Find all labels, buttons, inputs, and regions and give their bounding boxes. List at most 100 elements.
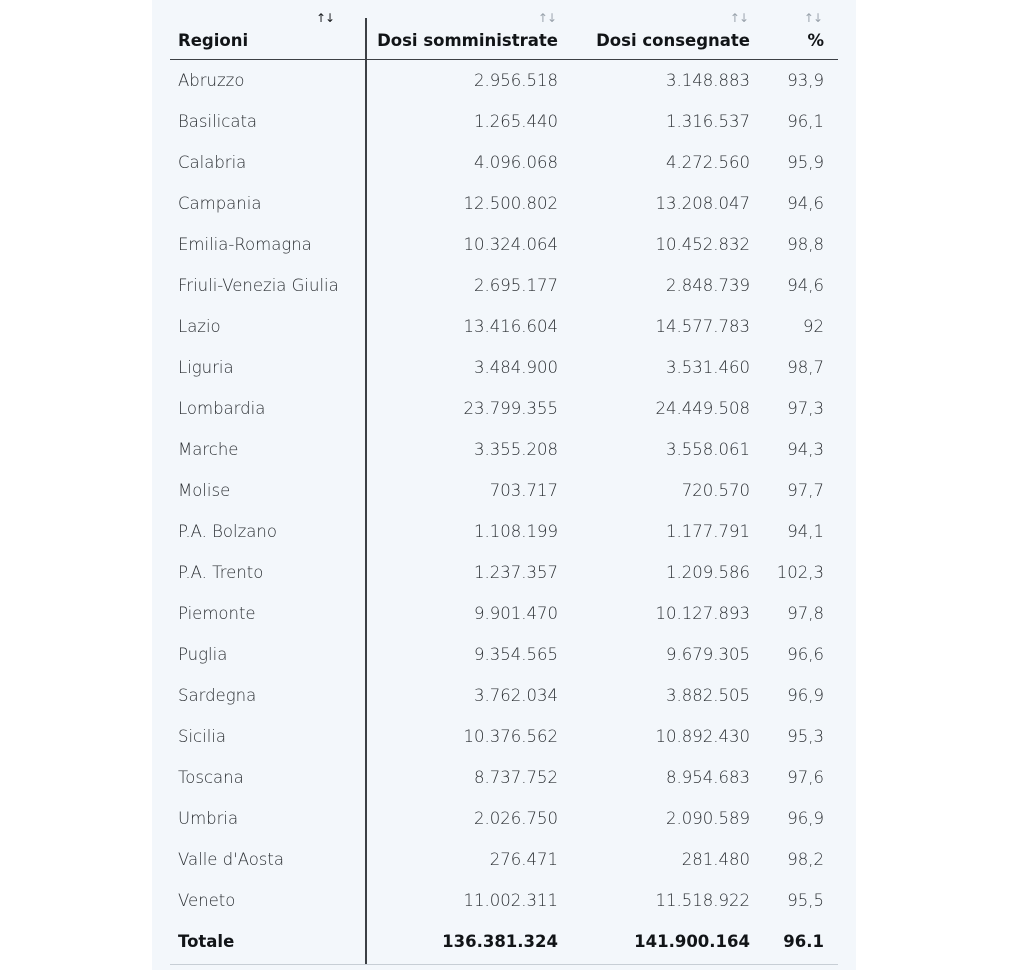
vaccine-doses-table: Regioni ↑↓ Dosi somministrate ↑↓ Dosi co… [170,0,838,965]
delivered-cell: 11.518.922 [655,891,750,910]
administered-cell: 276.471 [489,850,558,869]
percent-cell: 95,5 [787,891,824,910]
percent-cell: 98,7 [787,358,824,377]
table-row: Puglia 9.354.565 9.679.305 96,6 [170,634,838,675]
table-row: Campania 12.500.802 13.208.047 94,6 [170,183,838,224]
percent-cell: 95,9 [787,153,824,172]
column-header-regioni[interactable]: Regioni ↑↓ [178,0,358,59]
administered-cell: 4.096.068 [474,153,558,172]
sort-arrows-icon[interactable]: ↑↓ [729,11,749,25]
column-divider [365,18,367,964]
administered-cell: 12.500.802 [463,194,558,213]
table-row: Liguria 3.484.900 3.531.460 98,7 [170,347,838,388]
administered-cell: 2.695.177 [474,276,558,295]
percent-cell: 96,6 [787,645,824,664]
region-cell: Lombardia [178,399,266,418]
percent-cell: 96,9 [787,686,824,705]
total-delivered: 141.900.164 [634,932,750,951]
administered-cell: 10.376.562 [463,727,558,746]
table-row: Friuli-Venezia Giulia 2.695.177 2.848.73… [170,265,838,306]
delivered-cell: 2.090.589 [666,809,750,828]
delivered-cell: 8.954.683 [666,768,750,787]
administered-cell: 8.737.752 [474,768,558,787]
table-body: Abruzzo 2.956.518 3.148.883 93,9 Basilic… [170,60,838,962]
table-row: Sicilia 10.376.562 10.892.430 95,3 [170,716,838,757]
delivered-cell: 2.848.739 [666,276,750,295]
total-label: Totale [178,932,235,951]
delivered-cell: 24.449.508 [655,399,750,418]
administered-cell: 2.026.750 [474,809,558,828]
region-cell: P.A. Trento [178,563,264,582]
percent-cell: 96,1 [787,112,824,131]
administered-cell: 9.354.565 [474,645,558,664]
delivered-cell: 10.127.893 [655,604,750,623]
region-cell: Basilicata [178,112,258,131]
table-row: Basilicata 1.265.440 1.316.537 96,1 [170,101,838,142]
region-cell: Molise [178,481,231,500]
delivered-cell: 3.558.061 [666,440,750,459]
delivered-cell: 3.148.883 [666,71,750,90]
region-cell: Veneto [178,891,236,910]
percent-cell: 95,3 [787,727,824,746]
percent-cell: 92 [803,317,824,336]
delivered-cell: 720.570 [681,481,750,500]
region-cell: Marche [178,440,239,459]
table-row: Lombardia 23.799.355 24.449.508 97,3 [170,388,838,429]
delivered-cell: 1.316.537 [666,112,750,131]
administered-cell: 13.416.604 [463,317,558,336]
table-row: Lazio 13.416.604 14.577.783 92 [170,306,838,347]
administered-cell: 10.324.064 [463,235,558,254]
percent-cell: 93,9 [787,71,824,90]
region-cell: Toscana [178,768,244,787]
sort-arrows-icon[interactable]: ↑↓ [803,11,823,25]
table-row: P.A. Bolzano 1.108.199 1.177.791 94,1 [170,511,838,552]
administered-cell: 1.108.199 [474,522,558,541]
percent-cell: 94,3 [787,440,824,459]
delivered-cell: 10.892.430 [655,727,750,746]
percent-cell: 94,6 [787,276,824,295]
table-row: Emilia-Romagna 10.324.064 10.452.832 98,… [170,224,838,265]
total-administered: 136.381.324 [442,932,558,951]
region-cell: Puglia [178,645,228,664]
percent-cell: 98,2 [787,850,824,869]
column-header-percent[interactable]: % ↑↓ [750,0,824,59]
delivered-cell: 10.452.832 [655,235,750,254]
administered-cell: 2.956.518 [474,71,558,90]
region-cell: Piemonte [178,604,256,623]
region-cell: Valle d'Aosta [178,850,284,869]
table-row: Umbria 2.026.750 2.090.589 96,9 [170,798,838,839]
table-bottom-divider [170,964,838,965]
percent-cell: 94,1 [787,522,824,541]
table-row: Abruzzo 2.956.518 3.148.883 93,9 [170,60,838,101]
region-cell: Calabria [178,153,247,172]
table-row: Calabria 4.096.068 4.272.560 95,9 [170,142,838,183]
sort-arrows-icon[interactable]: ↑↓ [537,11,557,25]
percent-cell: 102,3 [776,563,824,582]
region-cell: Abruzzo [178,71,245,90]
region-cell: Umbria [178,809,239,828]
percent-cell: 97,3 [787,399,824,418]
table-row: Piemonte 9.901.470 10.127.893 97,8 [170,593,838,634]
administered-cell: 9.901.470 [474,604,558,623]
administered-cell: 3.762.034 [474,686,558,705]
administered-cell: 23.799.355 [463,399,558,418]
region-cell: Liguria [178,358,234,377]
delivered-cell: 9.679.305 [666,645,750,664]
delivered-cell: 1.209.586 [666,563,750,582]
column-header-dosi-consegnate[interactable]: Dosi consegnate ↑↓ [558,0,750,59]
percent-cell: 97,8 [787,604,824,623]
column-header-dosi-somministrate[interactable]: Dosi somministrate ↑↓ [366,0,558,59]
percent-cell: 97,6 [787,768,824,787]
percent-cell: 94,6 [787,194,824,213]
region-cell: Friuli-Venezia Giulia [178,276,339,295]
percent-cell: 97,7 [787,481,824,500]
region-cell: Sicilia [178,727,226,746]
column-header-label: Dosi somministrate [377,31,558,50]
table-row: Valle d'Aosta 276.471 281.480 98,2 [170,839,838,880]
total-percent: 96.1 [783,932,824,951]
delivered-cell: 1.177.791 [666,522,750,541]
region-cell: Campania [178,194,262,213]
delivered-cell: 14.577.783 [655,317,750,336]
percent-cell: 96,9 [787,809,824,828]
sort-arrows-icon[interactable]: ↑↓ [316,11,335,25]
